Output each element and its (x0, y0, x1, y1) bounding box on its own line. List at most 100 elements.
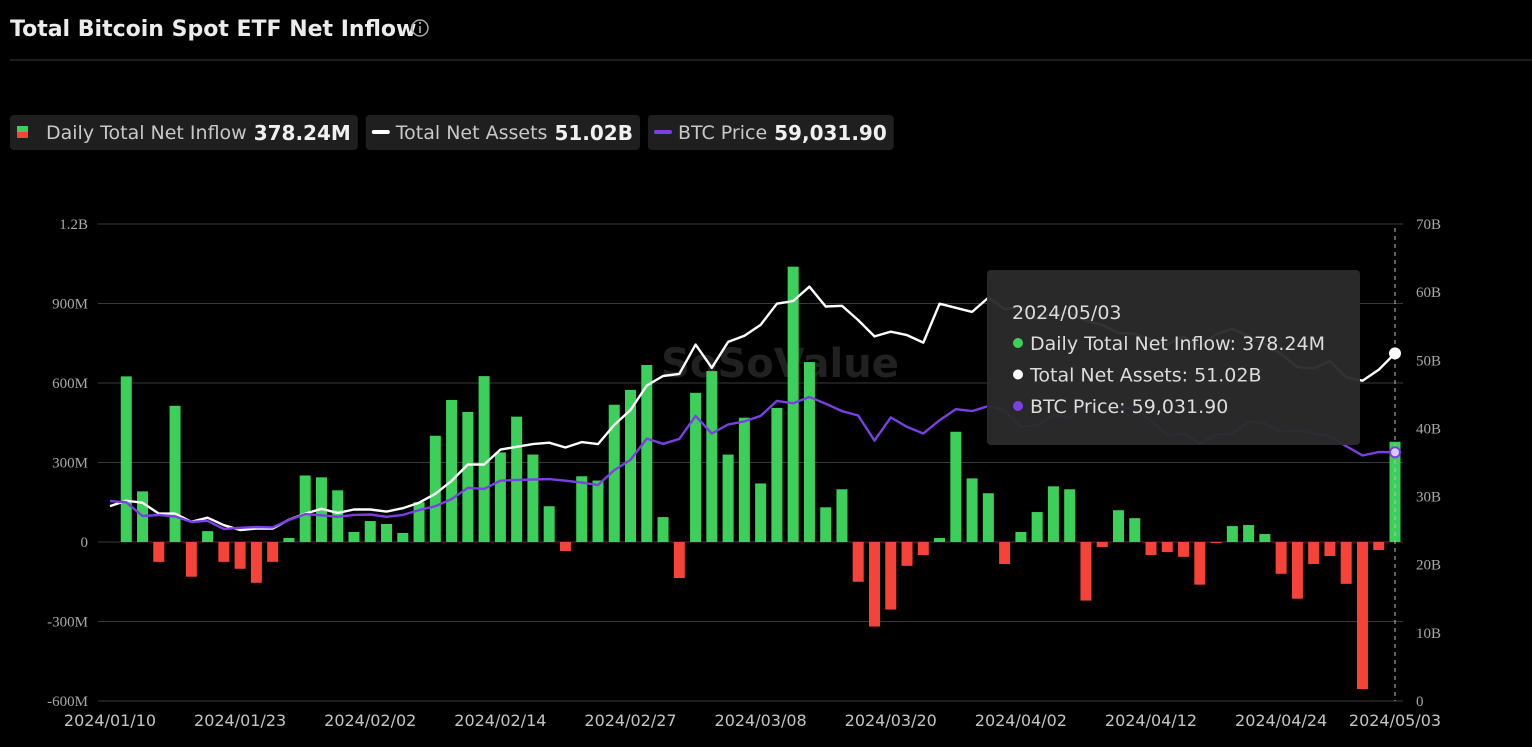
bar (1291, 542, 1303, 599)
bar (1145, 542, 1157, 555)
bar (950, 431, 962, 542)
legend-label: Total Net Assets (395, 122, 548, 144)
bar (234, 542, 246, 569)
bar (592, 480, 604, 542)
bar (527, 454, 539, 542)
y-tick-label: 0 (81, 535, 89, 551)
y-tick-label: -300M (47, 615, 88, 631)
x-tick-label: 2024/02/14 (454, 711, 546, 730)
y-tick-label: -600M (47, 694, 88, 710)
bar (803, 362, 815, 542)
bar (820, 507, 832, 542)
bar (608, 404, 620, 542)
bar (1226, 526, 1238, 542)
y-tick-label: 1.2B (59, 217, 88, 233)
legend-item[interactable]: Total Net Assets 51.02B (365, 115, 640, 150)
bar (494, 452, 506, 542)
legend-value: 59,031.90 (774, 121, 887, 145)
legend-box (647, 115, 894, 150)
bar (852, 542, 864, 582)
tooltip-box (987, 270, 1360, 445)
bar (185, 542, 197, 577)
bar (364, 521, 376, 542)
bar (1047, 486, 1059, 542)
bar (1112, 510, 1124, 542)
bar (218, 542, 230, 562)
bar (120, 376, 132, 542)
bar (690, 392, 702, 542)
y2-tick-label: 20B (1416, 558, 1441, 574)
bar (381, 523, 393, 542)
tooltip: 2024/05/03 Daily Total Net Inflow: 378.2… (987, 270, 1360, 445)
bar (1064, 489, 1076, 542)
bar (1308, 542, 1320, 564)
x-tick-label: 2024/01/10 (64, 711, 156, 730)
tooltip-dot (1013, 401, 1023, 411)
x-tick-label: 2024/01/23 (194, 711, 286, 730)
bar (1389, 441, 1401, 542)
bar (1356, 542, 1368, 690)
bar (706, 371, 718, 542)
bar (1275, 542, 1287, 574)
tooltip-dot (1013, 369, 1023, 380)
watermark: SoSoValue (661, 341, 899, 387)
info-icon[interactable] (411, 19, 429, 37)
chart-title: Total Bitcoin Spot ETF Net Inflow (10, 17, 416, 42)
bar (966, 478, 978, 542)
x-tick-label: 2024/03/20 (845, 711, 937, 730)
bar (917, 542, 929, 555)
bar (934, 538, 946, 542)
y2-tick-label: 10B (1416, 626, 1441, 642)
bar (1259, 534, 1271, 542)
hover-marker (1389, 446, 1401, 459)
bar (1161, 542, 1173, 553)
bar (868, 542, 880, 627)
bar (1031, 512, 1043, 542)
legend-box (365, 115, 640, 150)
bar (397, 532, 409, 542)
legend-item[interactable]: BTC Price 59,031.90 (647, 115, 894, 150)
y-tick-label: 600M (52, 376, 88, 392)
bar (283, 538, 295, 542)
bar (250, 542, 262, 583)
bar (1178, 542, 1190, 557)
legend-box (10, 115, 358, 150)
bar (755, 483, 767, 542)
y2-tick-label: 40B (1416, 421, 1441, 437)
bar (673, 542, 685, 579)
bar (982, 493, 994, 542)
bar (1080, 542, 1092, 601)
hover-marker (1389, 347, 1401, 360)
tooltip-date: 2024/05/03 (1012, 302, 1122, 324)
y2-tick-label: 60B (1416, 285, 1441, 301)
bar (559, 542, 571, 552)
legend-item[interactable]: Daily Total Net Inflow 378.24M (10, 115, 358, 150)
bar (999, 542, 1011, 564)
tooltip-dot (1013, 338, 1023, 348)
x-tick-label: 2024/04/12 (1105, 711, 1197, 730)
bar (576, 476, 588, 542)
x-tick-label: 2024/04/02 (975, 711, 1067, 730)
bar (267, 542, 279, 562)
bar (478, 376, 490, 542)
x-tick-label: 2024/02/02 (324, 711, 416, 730)
bar (1373, 542, 1385, 550)
legend: Daily Total Net Inflow 378.24M Total Net A… (10, 115, 894, 150)
y2-tick-label: 30B (1416, 490, 1441, 506)
y-tick-label: 300M (52, 456, 88, 472)
bar (446, 399, 458, 542)
bar (625, 389, 637, 542)
bar (722, 454, 734, 542)
bar (1194, 542, 1206, 585)
bar (885, 542, 897, 610)
y2-tick-label: 0 (1416, 694, 1424, 710)
bar (543, 506, 555, 542)
bar (1340, 542, 1352, 584)
bar (153, 542, 165, 562)
x-tick-label: 2024/05/03 (1349, 711, 1441, 730)
tooltip-item: Daily Total Net Inflow: 378.24M (1030, 333, 1325, 355)
legend-value: 51.02B (554, 121, 633, 145)
bar (901, 542, 913, 566)
